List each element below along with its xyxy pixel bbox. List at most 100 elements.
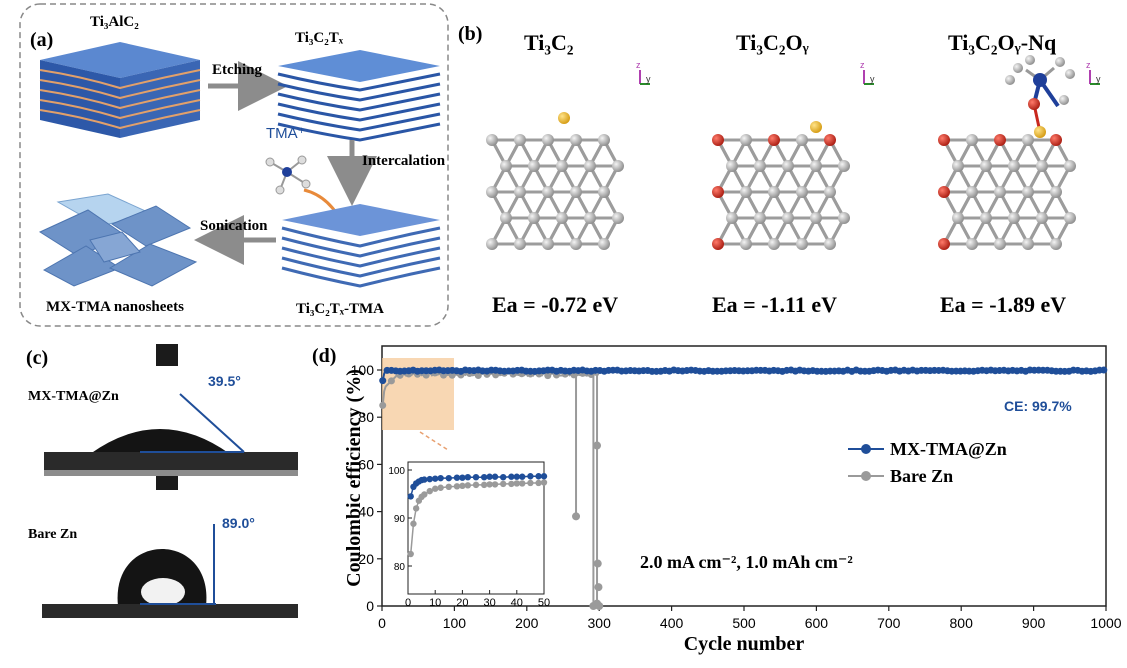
atom (952, 160, 964, 172)
legend-label-1: MX-TMA@Zn (890, 439, 1007, 459)
inset-bare-zn-point (519, 480, 526, 487)
label-tma: TMA⁺ (266, 125, 306, 142)
panel-d: (d) 0 100 200 300 400 500 600 700 800 900 10000204… (312, 345, 1122, 655)
inset-bare-zn-point (500, 480, 507, 488)
lattice-2 (712, 134, 850, 250)
atom (768, 186, 780, 198)
y-tick-label: 80 (358, 409, 374, 425)
panel-c: (c) MX-TMA@Zn 39.5° Bare Zn 89.0° (26, 344, 298, 618)
lattice-1 (486, 134, 624, 250)
inset-y-tick-label: 100 (388, 466, 405, 477)
x-tick-label: 300 (588, 615, 612, 631)
atom (966, 238, 978, 250)
inset-bare-zn-point (472, 481, 480, 489)
atom (556, 212, 568, 224)
axis-glyph-1: zy (636, 60, 651, 85)
atom (612, 160, 624, 172)
inset-mx-tma-point (480, 474, 488, 481)
inset-mx-tma-point (426, 475, 433, 483)
atom (740, 134, 752, 146)
inset-mx-tma-point (540, 473, 548, 480)
mx-tma-point (1100, 366, 1108, 374)
inset-bare-zn-point (426, 487, 433, 495)
atom (726, 212, 738, 224)
ti3c2tx-block (277, 50, 441, 142)
label-ti3c2tx-tma: Ti₃C₂Tₓ-TMA (296, 301, 384, 317)
atom (712, 238, 724, 250)
y-tick-label: 100 (351, 362, 375, 378)
atom (824, 238, 836, 250)
label-nanosheets: MX-TMA nanosheets (46, 299, 184, 315)
ce-annotation: CE: 99.7% (1004, 398, 1072, 414)
inset-chart: 0 10 20 30 40 50 80 90 100 (388, 461, 550, 609)
tma-molecule (265, 155, 311, 195)
inset-x-tick-label: 50 (538, 597, 550, 609)
atom (796, 186, 808, 198)
atom (1036, 212, 1048, 224)
svg-text:z: z (860, 60, 865, 70)
atom (796, 238, 808, 250)
inset-mx-tma-point (486, 473, 493, 480)
ti3c2tx-tma-block (281, 204, 441, 288)
atom (598, 186, 610, 198)
atom (584, 160, 596, 172)
inset-mx-tma-point (472, 474, 480, 481)
y-tick-label: 40 (358, 504, 374, 520)
structure-title-1: Ti₃C₂ (524, 30, 574, 55)
inset-x-tick-label: 30 (483, 597, 495, 609)
atom (810, 160, 822, 172)
label-ti3c2tx: Ti₃C₂Tₓ (295, 30, 344, 46)
legend-marker-2 (861, 471, 871, 481)
inset-x-tick-label: 20 (456, 597, 468, 609)
atom (542, 134, 554, 146)
atom (768, 134, 780, 146)
legend: MX-TMA@Zn Bare Zn (848, 439, 1007, 486)
lattice-3 (938, 134, 1076, 250)
inset-mx-tma-point (508, 473, 515, 480)
label-sonication: Sonication (200, 218, 268, 234)
bare-zn-point (595, 602, 604, 610)
x-axis-label: Cycle number (684, 633, 805, 655)
contact-angle-2: 89.0° (222, 515, 255, 531)
atom (726, 160, 738, 172)
svg-text:z: z (636, 60, 641, 70)
bare-zn-failure-point (572, 512, 581, 521)
bare-zn-point (387, 377, 395, 385)
atom (740, 238, 752, 250)
atom (824, 186, 836, 198)
atom (486, 186, 498, 198)
inset-y-tick-label: 80 (394, 562, 406, 573)
inset-mx-tma-point (445, 474, 452, 482)
atom (1022, 134, 1034, 146)
bare-zn-point (544, 372, 552, 380)
atom (768, 238, 780, 250)
atom (980, 212, 992, 224)
inset-bare-zn-point (491, 481, 499, 488)
tma-adsorbate (1005, 55, 1075, 138)
inset-bare-zn-point (513, 480, 520, 487)
atom (796, 134, 808, 146)
sample-name-1: MX-TMA@Zn (28, 389, 119, 404)
x-tick-label: 700 (877, 615, 901, 631)
panel-a: (a) Ti₃AlC₂ Ti₃C₂Tₓ Etching (19, 3, 449, 327)
substrate-2 (42, 604, 298, 618)
atom (1036, 160, 1048, 172)
atom (500, 212, 512, 224)
axis-glyph-2: zy (860, 60, 875, 85)
panel-b-label: (b) (458, 23, 482, 45)
inset-x-tick-label: 0 (405, 597, 411, 609)
atom (824, 134, 836, 146)
conditions-annotation: 2.0 mA cm⁻², 1.0 mAh cm⁻² (640, 552, 853, 572)
panel-a-frame (19, 3, 449, 327)
x-tick-label: 1000 (1090, 615, 1121, 631)
atom (1008, 212, 1020, 224)
inset-x-tick-label: 40 (511, 597, 523, 609)
inset-mx-tma-point (519, 473, 526, 480)
atom (994, 134, 1006, 146)
atom (952, 212, 964, 224)
needle-bottom-1 (156, 476, 178, 490)
main-series (379, 366, 1108, 610)
atom (712, 134, 724, 146)
bare-zn-point (448, 371, 456, 379)
inset-bare-zn-point (445, 483, 452, 490)
